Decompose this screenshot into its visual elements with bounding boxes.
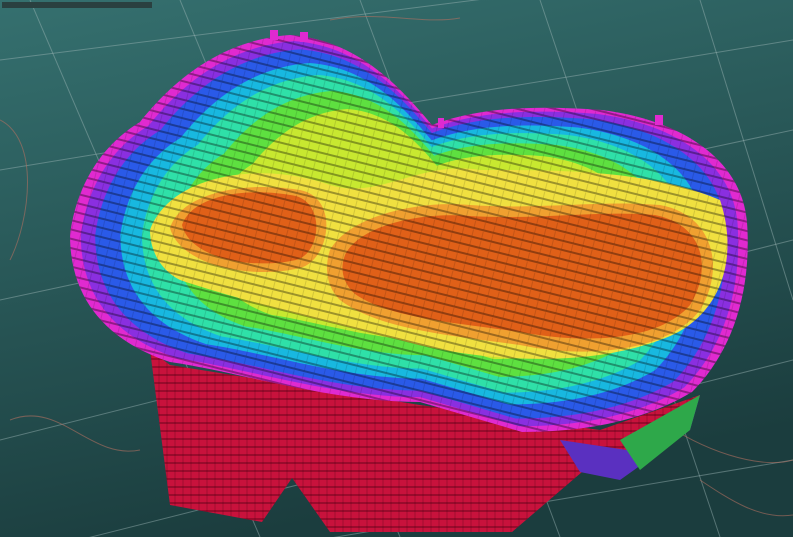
status-text-area [2,2,152,8]
model-top-surface [70,35,748,432]
side-blocks [150,350,700,532]
side-purple [560,395,700,480]
model-edge-blocks [270,30,663,128]
side-green [620,395,700,470]
